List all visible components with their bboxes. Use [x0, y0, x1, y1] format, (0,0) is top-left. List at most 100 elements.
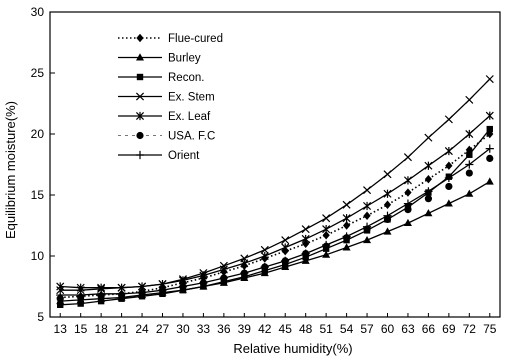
x-tick-label: 63 [401, 322, 415, 336]
data-point [363, 211, 371, 220]
data-point [342, 200, 351, 209]
data-point [77, 300, 84, 307]
data-point [322, 214, 331, 223]
data-point [342, 243, 351, 251]
data-point [219, 265, 228, 274]
legend-label: Recon. [168, 72, 204, 84]
y-tick-label: 5 [37, 310, 44, 324]
data-point [383, 189, 392, 198]
data-point [322, 231, 330, 240]
x-tick-label: 51 [319, 322, 333, 336]
x-tick-label: 75 [483, 322, 497, 336]
y-tick-label: 30 [31, 5, 45, 19]
data-point [424, 187, 433, 196]
x-tick-label: 24 [135, 322, 149, 336]
data-point [424, 133, 433, 142]
legend-item-flue-cured: Flue-cured [118, 33, 223, 45]
legend-item-ex-leaf: Ex. Leaf [118, 111, 211, 123]
legend-box [111, 27, 246, 164]
data-point [302, 239, 310, 248]
y-tick-label: 15 [31, 188, 45, 202]
data-point [383, 211, 392, 220]
data-point [485, 75, 494, 84]
x-tick-label: 57 [360, 322, 374, 336]
data-point [117, 289, 126, 298]
data-point [281, 256, 290, 265]
legend-item-orient: Orient [118, 150, 200, 162]
data-point [240, 259, 249, 268]
data-point [301, 225, 310, 234]
data-point [137, 288, 147, 297]
x-axis-title: Relative humidity(%) [233, 341, 352, 356]
y-tick-label: 25 [31, 66, 45, 80]
data-point [281, 243, 290, 252]
data-point [158, 286, 167, 295]
legend: Flue-cured Burley Recon. Ex. Stem Ex. Leaf US… [111, 27, 246, 164]
legend-swatch-marker [135, 111, 145, 121]
x-tick-label: 66 [422, 322, 436, 336]
data-point [486, 154, 494, 162]
legend-swatch-marker [136, 131, 144, 140]
data-point [485, 111, 494, 120]
series-line [60, 128, 491, 306]
data-point [260, 262, 269, 272]
data-point [383, 227, 392, 235]
data-point [301, 234, 310, 244]
legend-label: Ex. Leaf [168, 111, 211, 123]
data-point [465, 129, 474, 139]
data-point [485, 177, 494, 185]
data-point [97, 289, 106, 298]
legend-item-burley: Burley [118, 53, 201, 65]
data-point [404, 188, 412, 197]
data-point [281, 236, 290, 245]
series-line [60, 181, 491, 302]
data-point [465, 189, 474, 197]
x-tick-label: 36 [217, 322, 231, 336]
x-tick-label: 54 [340, 322, 354, 336]
legend-item-usa-f-c: USA. F.C [118, 131, 215, 143]
data-point [199, 278, 208, 287]
axes [49, 11, 501, 318]
series-line [60, 148, 491, 296]
legend-label: Burley [168, 53, 201, 65]
legend-swatch-marker [135, 92, 145, 101]
legend-label: Flue-cured [168, 33, 223, 45]
plot-frame [49, 11, 501, 318]
legend-label: Ex. Stem [168, 92, 215, 104]
y-axis-title: Equilibrium moisture(%) [3, 101, 18, 239]
data-point [322, 225, 331, 234]
data-point [403, 153, 412, 162]
data-point [465, 95, 474, 104]
data-point [444, 199, 453, 207]
y-tick-label: 10 [31, 249, 45, 263]
data-point [322, 250, 331, 258]
data-point [424, 161, 433, 170]
x-tick-label: 30 [176, 322, 190, 336]
tick-labels: 5 10 15 20 25 30 13 15 18 21 24 27 30 33 36 39 42 45 48 51 5… [31, 5, 497, 336]
data-point [363, 235, 372, 244]
x-tick-label: 33 [197, 322, 211, 336]
data-point [56, 282, 65, 291]
data-point [178, 282, 188, 291]
data-point [383, 170, 392, 179]
x-tick-label: 42 [258, 322, 272, 336]
series-ex-leaf [56, 111, 494, 292]
data-point [56, 290, 65, 300]
data-point [260, 245, 269, 254]
legend-item-ex-stem: Ex. Stem [118, 92, 215, 104]
data-point [76, 283, 85, 292]
data-point [403, 218, 412, 227]
data-point [424, 209, 433, 217]
data-point [403, 176, 412, 185]
data-point [76, 290, 85, 300]
x-tick-label: 45 [279, 322, 293, 336]
data-point [342, 214, 351, 223]
data-point [260, 251, 269, 261]
data-point [486, 129, 494, 139]
data-point [342, 221, 351, 230]
data-point [465, 169, 473, 177]
data-point [424, 174, 433, 184]
data-point [118, 295, 125, 302]
x-tick-label: 13 [54, 322, 68, 336]
legend-label: USA. F.C [168, 131, 215, 143]
